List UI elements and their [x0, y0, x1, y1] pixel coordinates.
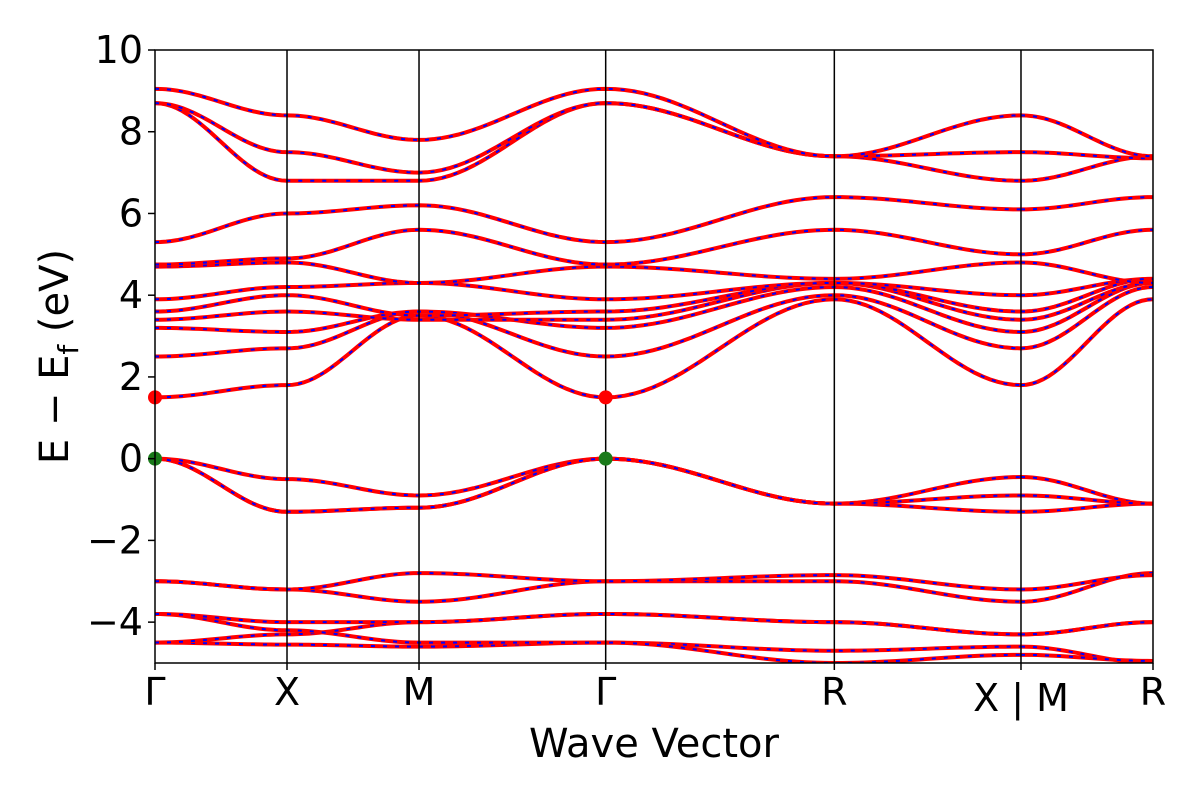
band-line-dashed-11-0 — [155, 286, 1022, 333]
band-line-dashed-12-0 — [155, 281, 1022, 321]
band-line-1-0 — [155, 611, 1022, 645]
band-line-dashed-19-0 — [155, 102, 1021, 174]
band-line-dashed-3-0 — [155, 612, 1021, 636]
y-tick-label-3: 2 — [119, 355, 143, 399]
x-tick-label-1: X — [274, 670, 300, 714]
high-symmetry-lines — [286, 50, 1022, 663]
band-line-dashed-19-1 — [1020, 151, 1153, 160]
band-line-dashed-5-0 — [155, 572, 1021, 591]
band-line-dashed-16-0 — [155, 228, 1022, 266]
y-tick-label-7: 10 — [95, 28, 143, 72]
band-line-17-1 — [1020, 195, 1153, 212]
band-line-dashed-13-0 — [155, 281, 1022, 317]
band-line-dashed-0-0 — [155, 641, 1021, 652]
band-line-dashed-8-0 — [155, 457, 1021, 513]
band-line-dashed-17-0 — [155, 196, 1021, 244]
x-tick-label-4: R — [821, 670, 847, 714]
y-tick-label-5: 6 — [119, 191, 143, 235]
band-line-16-1 — [1020, 227, 1153, 257]
y-axis-title-main: E − E — [32, 355, 78, 465]
y-axis-ticks: −4 −2 0 2 4 6 8 10 — [87, 28, 155, 644]
y-axis-title-unit: (eV) — [32, 249, 78, 345]
band-line-dashed-3-1 — [1020, 621, 1153, 636]
plot-frame — [154, 49, 1154, 664]
band-line-dashed-2-0 — [155, 612, 1021, 663]
band-line-20-1 — [1020, 113, 1153, 159]
band-line-dashed-15-0 — [155, 261, 1021, 284]
band-line-8-1 — [1020, 493, 1153, 506]
band-line-15-1 — [1020, 260, 1153, 285]
x-tick-label-6: R — [1140, 670, 1166, 714]
x-tick-label-3: Γ — [595, 670, 616, 714]
x-tick-label-0: Γ — [144, 670, 165, 714]
y-tick-label-6: 8 — [119, 110, 143, 154]
y-tick-label-4: 4 — [119, 273, 143, 317]
y-tick-label-2: 0 — [119, 437, 143, 481]
band-line-dashed-10-0 — [155, 294, 1022, 358]
band-line-dashed-1-0 — [155, 612, 1021, 644]
band-line-dashed-8-1 — [1020, 494, 1153, 505]
x-tick-label-5: X | M — [973, 676, 1069, 721]
band-line-9-1 — [1020, 297, 1153, 388]
band-line-dashed-15-1 — [1020, 261, 1153, 284]
vbm-marker-3 — [598, 451, 613, 466]
y-tick-label-1: −2 — [87, 518, 143, 562]
bands-layer — [155, 86, 1153, 663]
band-line-dashed-2-1 — [1020, 653, 1153, 662]
y-axis-title-subscript: f — [52, 344, 85, 355]
band-line-12-1 — [1020, 280, 1153, 322]
band-line-20-0 — [155, 86, 1022, 159]
x-axis-title: Wave Vector — [529, 721, 780, 767]
cbm-marker-1 — [598, 390, 613, 405]
band-line-4-0 — [155, 579, 1022, 604]
band-line-6-0 — [155, 456, 1022, 506]
band-edge-markers — [148, 390, 613, 466]
band-line-dashed-9-0 — [155, 298, 1022, 399]
band-line-dashed-17-1 — [1020, 196, 1153, 211]
x-tick-label-2: M — [403, 670, 436, 714]
band-line-dashed-10-1 — [1020, 286, 1153, 350]
band-line-dashed-18-0 — [155, 102, 1022, 182]
band-line-8-0 — [155, 456, 1021, 514]
x-axis-ticks: Γ X M Γ R X | M R — [144, 663, 1166, 721]
y-axis-title: E − Ef (eV) — [32, 249, 85, 464]
band-line-dashed-14-0 — [155, 281, 1021, 301]
y-tick-label-0: −4 — [87, 600, 143, 644]
band-line-dashed-5-1 — [1020, 574, 1153, 591]
band-line-3-1 — [1020, 620, 1153, 637]
